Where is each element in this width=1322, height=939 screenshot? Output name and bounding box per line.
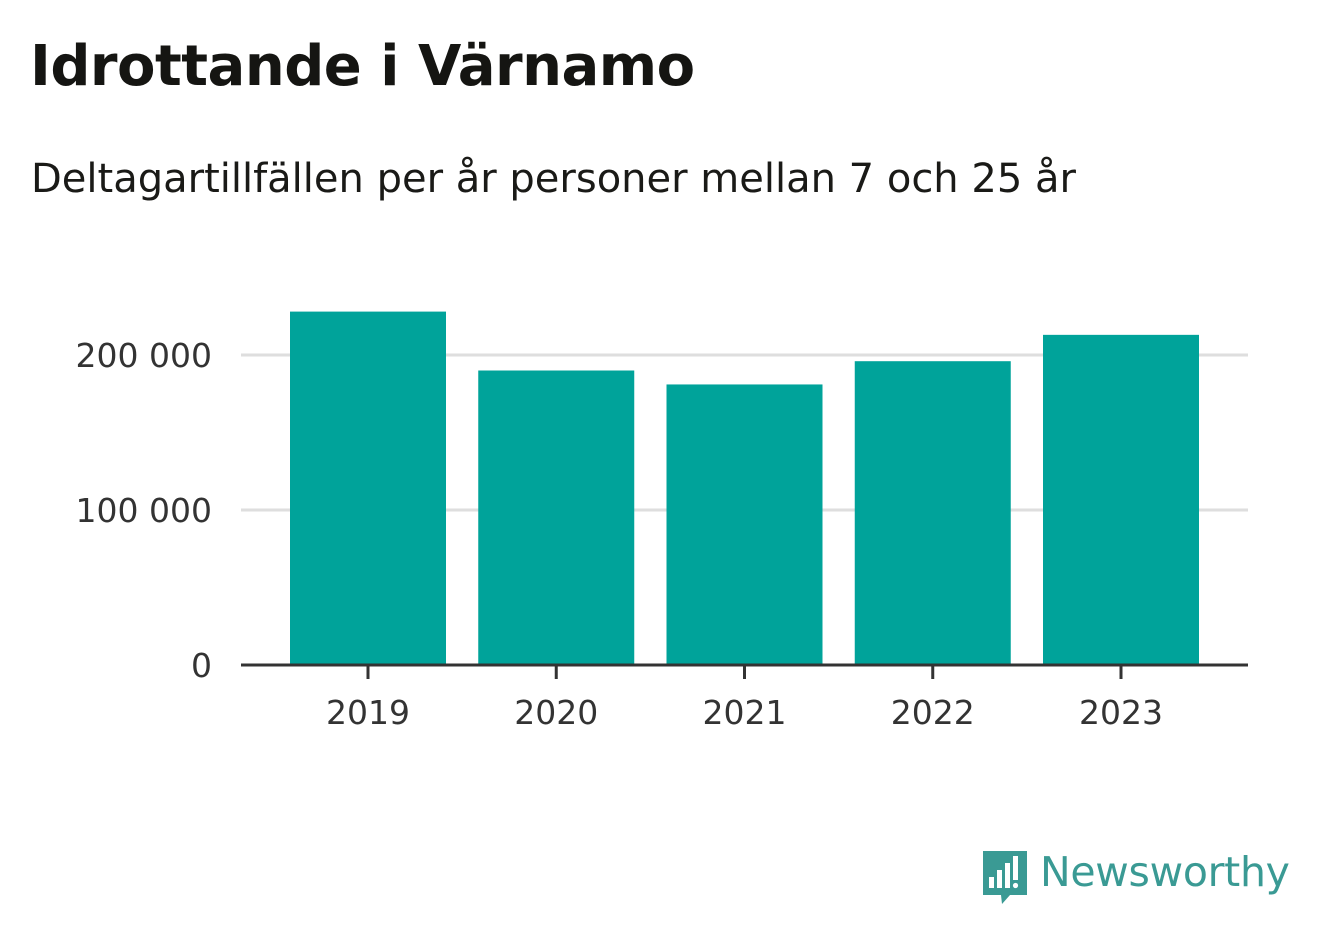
bar-2020 xyxy=(478,370,635,665)
newsworthy-brand: Newsworthy xyxy=(980,846,1290,912)
bar-2019 xyxy=(290,311,446,665)
x-tick-label: 2023 xyxy=(1079,693,1163,732)
y-tick-label: 100 000 xyxy=(76,491,212,530)
y-tick-label: 200 000 xyxy=(76,336,212,375)
x-tick-label: 2021 xyxy=(703,693,787,732)
bar-2021 xyxy=(666,384,823,665)
y-tick-label: 0 xyxy=(191,646,212,685)
bar-2023 xyxy=(1043,334,1199,665)
chart-title: Idrottande i Värnamo xyxy=(30,34,695,99)
x-tick-label: 2019 xyxy=(326,693,410,732)
x-tick-label: 2022 xyxy=(891,693,975,732)
chart-subtitle: Deltagartillfällen per år personer mella… xyxy=(31,156,1076,202)
newsworthy-logo-icon xyxy=(983,851,1027,904)
x-tick-label: 2020 xyxy=(514,693,598,732)
bar-2022 xyxy=(854,361,1011,665)
brand-name: Newsworthy xyxy=(1040,848,1290,896)
bar-chart: 0 100 000 200 000 2019 2020 2021 2022 2023 xyxy=(76,311,1248,732)
